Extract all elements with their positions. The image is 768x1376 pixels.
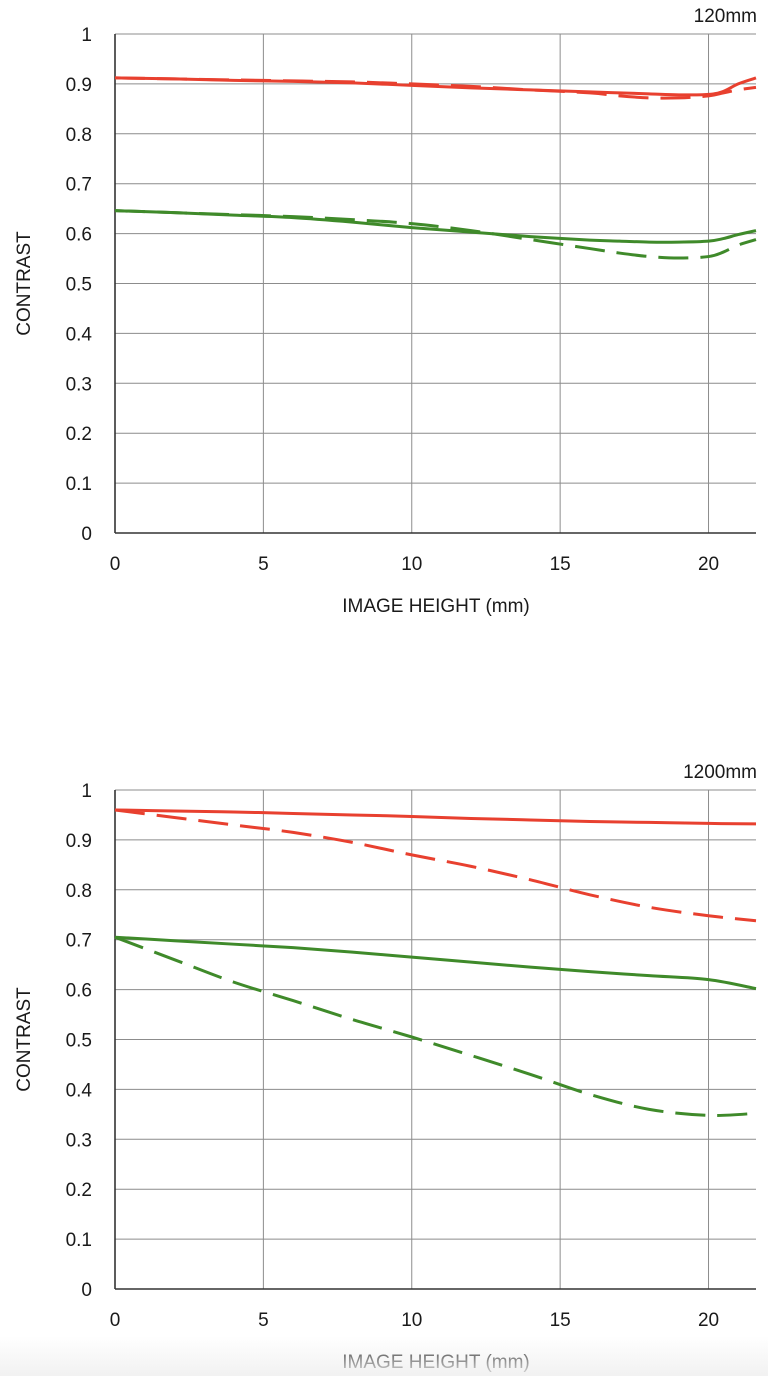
x-tick-label: 5 — [258, 554, 269, 575]
mtf-chart-1200mm: 0 0.1 0.2 0.3 0.4 0.5 0.6 0.7 0.8 0.9 1 0 5 10 15 20 120… — [0, 756, 768, 1376]
x-tick-label: 0 — [110, 554, 121, 575]
y-tick-label: 0.8 — [66, 881, 92, 902]
y-tick-label: 0.1 — [66, 1230, 92, 1251]
y-tick-label: 0.2 — [66, 1180, 92, 1201]
x-axis-label: IMAGE HEIGHT (mm) — [342, 596, 530, 617]
y-tick-label: 0.3 — [66, 1130, 92, 1151]
series-line-green-solid — [114, 935, 757, 991]
y-tick-label: 0.3 — [66, 374, 92, 395]
y-tick-label: 0.9 — [66, 75, 92, 96]
y-tick-label: 0.7 — [66, 931, 92, 952]
y-tick-label: 0.7 — [66, 175, 92, 196]
y-tick-label: 0.4 — [66, 1080, 93, 1101]
x-tick-label: 0 — [110, 1310, 121, 1331]
x-tick-label: 20 — [698, 554, 719, 575]
x-tick-label: 10 — [401, 554, 422, 575]
series-line-red-dashed — [114, 76, 757, 100]
y-tick-label: 0 — [81, 1280, 92, 1301]
y-tick-label: 0.8 — [66, 125, 92, 146]
y-tick-label: 0 — [81, 524, 92, 545]
y-tick-label: 0.1 — [66, 474, 92, 495]
series-line-red-solid — [114, 808, 757, 826]
x-tick-label: 15 — [550, 1310, 571, 1331]
y-axis-label: CONTRAST — [14, 231, 35, 336]
series-line-green-dashed — [114, 209, 757, 260]
y-tick-label: 1 — [81, 781, 92, 802]
chart-title: 1200mm — [683, 762, 757, 783]
x-tick-label: 10 — [401, 1310, 422, 1331]
x-axis-label: IMAGE HEIGHT (mm) — [342, 1352, 530, 1373]
y-tick-label: 0.6 — [66, 225, 92, 246]
chart-title: 120mm — [694, 6, 757, 27]
mtf-chart-120mm: 0 0.1 0.2 0.3 0.4 0.5 0.6 0.7 0.8 0.9 1 0 5 10 15 20 120… — [0, 0, 768, 620]
x-tick-label: 15 — [550, 554, 571, 575]
y-tick-label: 0.5 — [66, 275, 92, 296]
series-line-green-dashed — [114, 935, 757, 1117]
y-tick-label: 0.2 — [66, 424, 92, 445]
y-tick-label: 0.5 — [66, 1031, 92, 1052]
y-axis-label: CONTRAST — [14, 987, 35, 1092]
y-tick-label: 1 — [81, 25, 92, 46]
chart-svg-1200mm: 00.10.20.30.40.50.60.70.80.910 5 10 15 20120… — [14, 762, 757, 1373]
x-tick-label: 20 — [698, 1310, 719, 1331]
x-tick-label: 5 — [258, 1310, 269, 1331]
y-tick-label: 0.6 — [66, 981, 92, 1002]
y-tick-label: 0.4 — [66, 324, 93, 345]
series-line-red-dashed — [114, 808, 757, 923]
chart-svg-120mm: 00.10.20.30.40.50.60.70.80.910 5 10 15 20120… — [14, 6, 757, 617]
y-tick-label: 0.9 — [66, 831, 92, 852]
